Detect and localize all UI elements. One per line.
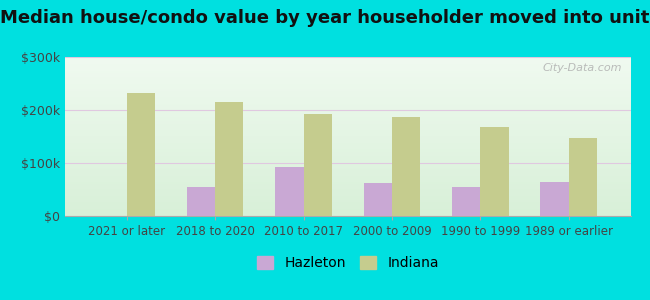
Bar <box>452 187 480 216</box>
Bar <box>187 187 215 216</box>
Bar <box>363 183 392 216</box>
Bar <box>540 182 569 216</box>
Bar <box>569 138 597 216</box>
Text: City-Data.com: City-Data.com <box>543 63 622 74</box>
Legend: Hazleton, Indiana: Hazleton, Indiana <box>251 251 445 276</box>
Bar <box>480 127 508 216</box>
Bar <box>392 117 420 216</box>
Text: Median house/condo value by year householder moved into unit: Median house/condo value by year househo… <box>0 9 650 27</box>
Bar <box>304 114 332 216</box>
Bar <box>215 102 244 216</box>
Bar <box>127 93 155 216</box>
Bar <box>276 167 304 216</box>
